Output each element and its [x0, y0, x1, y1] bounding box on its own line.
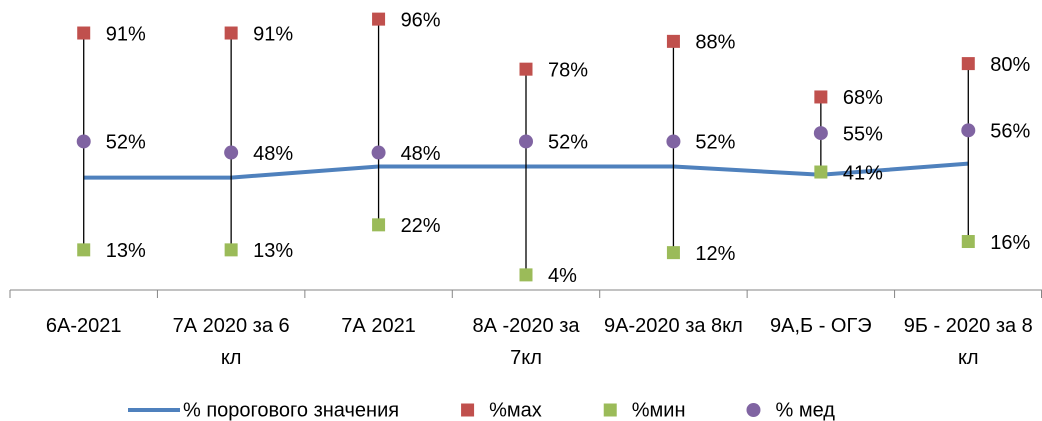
x-tick-label: 8А -2020 за 7кл: [472, 315, 580, 369]
x-tick-label: 7А 2021: [341, 315, 416, 337]
x-tick-label: 6А-2021: [45, 315, 122, 337]
marker: [77, 243, 91, 257]
marker: [813, 126, 828, 141]
x-tick-label: 9Б - 2020 за 8 кл: [903, 315, 1033, 369]
marker: [961, 57, 975, 71]
data-label: 16%: [990, 232, 1030, 254]
x-tick-label: 9А,Б - ОГЭ: [770, 315, 872, 337]
marker: [666, 246, 680, 260]
marker: [814, 165, 828, 179]
legend-symbol: [746, 403, 761, 417]
data-label: 41%: [843, 162, 883, 184]
marker: [224, 243, 238, 257]
marker: [666, 34, 680, 48]
legend-symbol: [603, 403, 617, 417]
marker: [77, 26, 91, 40]
legend-label: % мед: [775, 399, 835, 421]
data-label: 80%: [990, 54, 1030, 76]
x-tick-label: 7А 2020 за 6 кл: [172, 315, 290, 369]
marker: [519, 268, 533, 282]
data-label: 78%: [548, 59, 588, 81]
data-label: 88%: [695, 32, 735, 54]
data-label: 48%: [253, 143, 293, 165]
marker: [76, 134, 91, 149]
data-label: 52%: [695, 132, 735, 154]
legend-label: %мах: [489, 399, 542, 421]
marker: [372, 218, 386, 232]
marker: [961, 123, 976, 138]
marker: [224, 26, 238, 40]
marker: [372, 12, 386, 26]
data-label: 91%: [106, 23, 146, 45]
data-label: 13%: [253, 240, 293, 262]
x-tick-label: 9А-2020 за 8кл: [604, 315, 743, 337]
data-label: 52%: [106, 132, 146, 154]
data-label: 96%: [401, 9, 441, 31]
marker: [519, 62, 533, 76]
data-label: 13%: [106, 240, 146, 262]
data-label: 52%: [548, 132, 588, 154]
legend-label: % порогового значения: [183, 399, 399, 421]
data-label: 55%: [843, 123, 883, 145]
marker: [371, 145, 386, 160]
data-label: 4%: [548, 265, 577, 287]
marker: [224, 145, 239, 160]
legend-symbol: [461, 403, 475, 417]
legend-label: %мин: [632, 399, 686, 421]
data-label: 68%: [843, 87, 883, 109]
data-label: 48%: [401, 143, 441, 165]
marker: [519, 134, 533, 149]
data-label: 91%: [253, 23, 293, 45]
marker: [961, 235, 975, 249]
marker: [666, 134, 681, 149]
data-label: 12%: [695, 243, 735, 265]
marker: [814, 90, 828, 104]
data-label: 56%: [990, 121, 1030, 143]
data-label: 22%: [401, 215, 441, 237]
